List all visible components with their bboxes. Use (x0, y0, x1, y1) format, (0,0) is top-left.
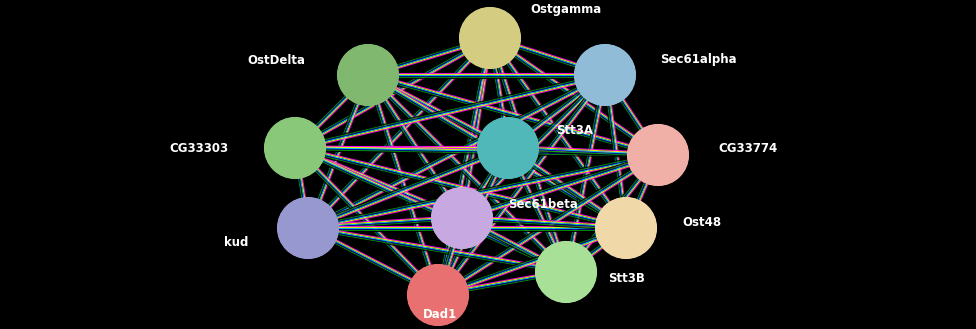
Circle shape (460, 8, 520, 68)
Text: kud: kud (224, 236, 248, 248)
Text: Sec61alpha: Sec61alpha (660, 54, 737, 66)
Text: OstDelta: OstDelta (247, 54, 305, 66)
Circle shape (278, 198, 338, 258)
Text: Ost48: Ost48 (682, 215, 721, 229)
Circle shape (628, 125, 688, 185)
Text: Sec61beta: Sec61beta (508, 198, 578, 212)
Circle shape (338, 45, 398, 105)
Circle shape (596, 198, 656, 258)
Circle shape (432, 188, 492, 248)
Circle shape (408, 265, 468, 325)
Text: CG33774: CG33774 (718, 141, 777, 155)
Circle shape (265, 118, 325, 178)
Text: CG33303: CG33303 (169, 141, 228, 155)
Circle shape (478, 118, 538, 178)
Text: Dad1: Dad1 (423, 309, 457, 321)
Text: Stt3A: Stt3A (556, 123, 593, 137)
Circle shape (536, 242, 596, 302)
Text: Ostgamma: Ostgamma (530, 4, 601, 16)
Text: Stt3B: Stt3B (608, 271, 645, 285)
Circle shape (575, 45, 635, 105)
